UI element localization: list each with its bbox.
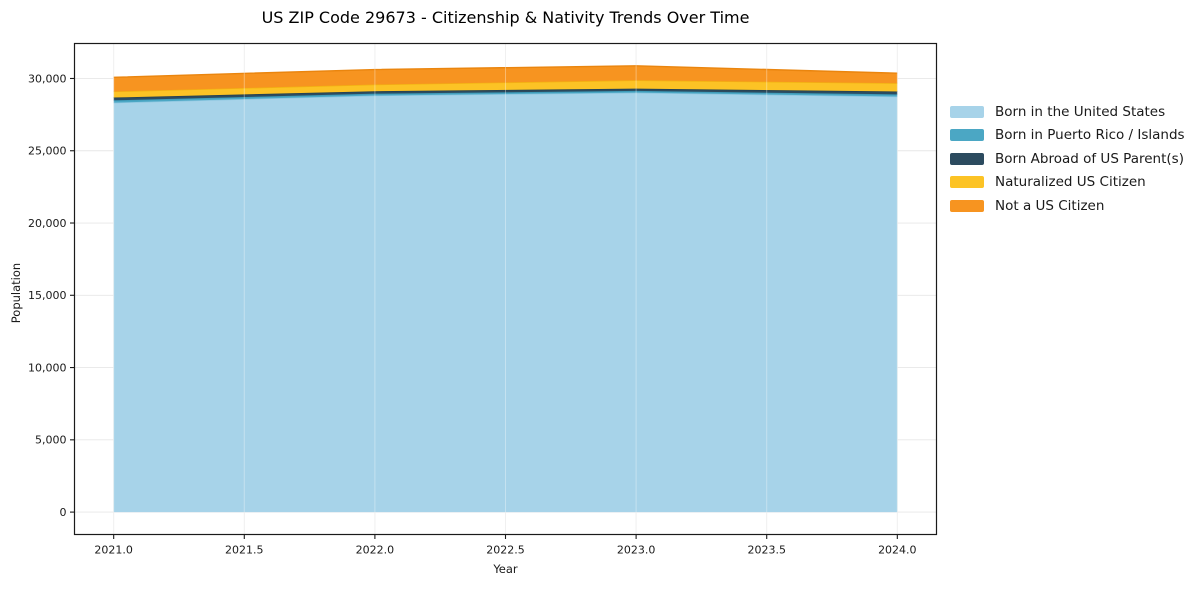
legend-swatch	[950, 129, 984, 142]
legend-label: Born Abroad of US Parent(s)	[995, 150, 1184, 167]
legend-swatch	[950, 176, 984, 189]
legend-label: Naturalized US Citizen	[995, 174, 1146, 191]
legend-label: Born in Puerto Rico / Islands	[995, 127, 1185, 144]
y-tick-label: 30,000	[28, 72, 67, 85]
legend-swatch	[950, 152, 984, 165]
x-tick-label: 2022.0	[356, 544, 395, 557]
legend-swatch	[950, 199, 984, 212]
y-tick-label: 25,000	[28, 145, 67, 158]
legend: Born in the United States Born in Puerto …	[950, 100, 1185, 218]
legend-label: Not a US Citizen	[995, 197, 1105, 214]
y-tick-label: 5,000	[35, 434, 67, 447]
x-tick-label: 2022.5	[486, 544, 525, 557]
x-tick-label: 2023.0	[617, 544, 656, 557]
legend-item: Not a US Citizen	[950, 194, 1185, 218]
x-tick-label: 2024.0	[878, 544, 917, 557]
area-series-3	[113, 80, 898, 98]
x-tick-label: 2023.5	[747, 544, 786, 557]
chart-title: US ZIP Code 29673 - Citizenship & Nativi…	[261, 8, 750, 27]
legend-label: Born in the United States	[995, 103, 1166, 120]
legend-item: Born Abroad of US Parent(s)	[950, 147, 1185, 171]
y-tick-label: 15,000	[28, 289, 67, 302]
legend-swatch	[950, 105, 984, 118]
area-edge-4	[113, 65, 898, 79]
x-tick-label: 2021.0	[94, 544, 133, 557]
area-series-2	[113, 88, 898, 101]
area-series-4	[113, 65, 898, 92]
y-tick-label: 10,000	[28, 361, 67, 374]
x-tick-label: 2021.5	[225, 544, 264, 557]
legend-item: Born in Puerto Rico / Islands	[950, 124, 1185, 148]
x-axis-label: Year	[493, 562, 518, 576]
y-tick-label: 20,000	[28, 217, 67, 230]
legend-item: Naturalized US Citizen	[950, 171, 1185, 195]
area-series-0	[113, 92, 898, 513]
legend-item: Born in the United States	[950, 100, 1185, 124]
y-tick-label: 0	[60, 506, 67, 519]
